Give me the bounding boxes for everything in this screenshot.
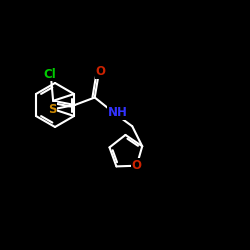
Text: NH: NH <box>108 106 128 119</box>
Text: O: O <box>96 66 106 78</box>
Text: O: O <box>132 159 142 172</box>
Text: S: S <box>48 103 56 116</box>
Text: Cl: Cl <box>43 68 56 80</box>
